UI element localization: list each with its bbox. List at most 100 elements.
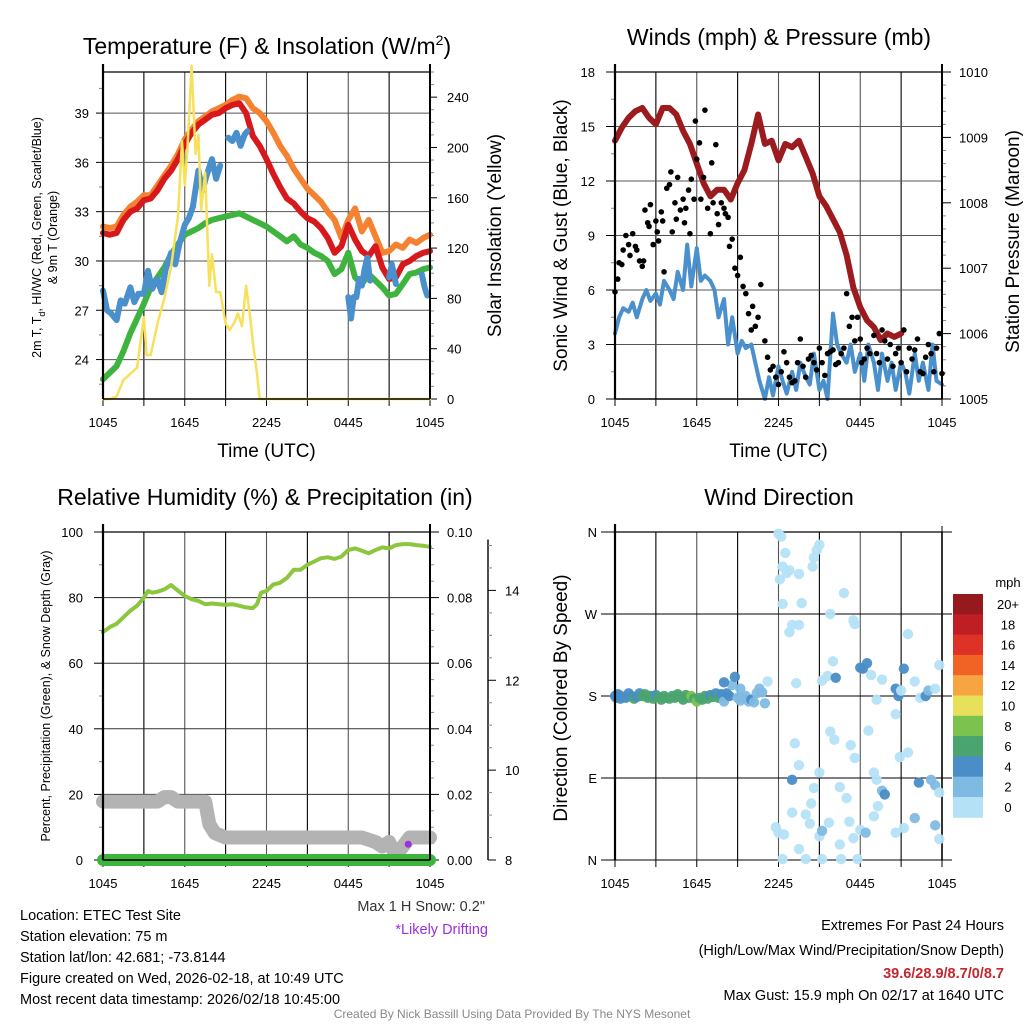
extremes-fields: (High/Low/Max Wind/Precipitation/Snow De… <box>698 942 1004 959</box>
gust-point <box>625 241 632 248</box>
colorbar-swatch <box>953 715 983 737</box>
y-axis-label: 2m T, Td, HI/WC (Red, Green, Scarlet/Blu… <box>30 117 47 358</box>
direction-point <box>838 587 850 599</box>
y2-tick-label: 120 <box>447 241 469 256</box>
gust-point <box>748 327 755 333</box>
y-tick-label: 60 <box>69 656 83 671</box>
y-axis-label: Percent, Precipitation (Green), & Snow D… <box>39 550 53 841</box>
direction-point <box>861 658 873 669</box>
y2-tick-label: 1006 <box>959 327 988 342</box>
direction-point <box>829 734 840 745</box>
y2-tick-label: 200 <box>447 140 469 155</box>
y-tick-label: 39 <box>75 106 89 121</box>
y2-tick-label: 40 <box>447 342 461 357</box>
direction-point <box>890 827 901 838</box>
gust-point <box>729 236 735 242</box>
x-tick-label: 0445 <box>334 876 363 891</box>
colorbar-label: 12 <box>1001 678 1015 693</box>
y2-tick-label: 1008 <box>959 196 988 211</box>
gust-point <box>914 336 921 342</box>
y-tick-label: 100 <box>61 525 83 540</box>
x-tick-label: 1645 <box>682 415 711 430</box>
y2-tick-label: 0.04 <box>447 722 472 737</box>
colorbar-title: mph <box>995 575 1020 590</box>
direction-point <box>830 672 841 683</box>
y2-tick-label: 160 <box>447 191 469 206</box>
y-axis-label: Direction (Colored By Speed) <box>551 574 572 821</box>
gust-point <box>794 359 801 366</box>
direction-point <box>834 839 846 850</box>
direction-point <box>762 676 773 687</box>
direction-point <box>786 774 798 786</box>
direction-point <box>735 683 746 694</box>
drifting-marker <box>404 840 412 848</box>
direction-point <box>796 597 807 609</box>
x-tick-label: 0445 <box>334 415 363 430</box>
direction-point <box>793 843 805 855</box>
gust-point <box>620 247 626 253</box>
colorbar-label: 6 <box>1004 739 1011 754</box>
direction-point <box>776 531 787 542</box>
direction-point <box>770 822 781 833</box>
gust-point <box>762 338 768 344</box>
gust-point <box>714 210 720 217</box>
gust-point <box>687 230 693 237</box>
direction-point <box>756 687 768 698</box>
gust-point <box>734 272 741 279</box>
colorbar-swatch <box>953 756 983 778</box>
y-tick-label: 12 <box>581 174 595 189</box>
gust-point <box>732 265 738 272</box>
y-tick-label: 40 <box>69 722 83 737</box>
gust-point <box>655 238 662 244</box>
y2-tick-label: 1005 <box>959 392 988 407</box>
direction-point <box>895 685 907 696</box>
gust-point <box>873 350 880 357</box>
direction-point <box>863 725 874 736</box>
y-tick-label: 0 <box>76 853 83 868</box>
colorbar-label: 20+ <box>997 597 1019 612</box>
colorbar-swatch <box>953 736 983 757</box>
direction-point <box>814 767 825 778</box>
gust-point <box>691 196 697 202</box>
gust-point <box>752 323 759 330</box>
colorbar-swatch <box>953 614 983 636</box>
gust-point <box>672 200 678 206</box>
direction-point <box>786 807 798 818</box>
gust-point <box>692 118 699 124</box>
gust-point <box>757 281 764 288</box>
direction-point <box>726 679 738 691</box>
direction-point <box>872 801 884 812</box>
direction-point <box>808 552 820 563</box>
gust-point <box>841 345 847 351</box>
direction-point <box>909 676 920 687</box>
gust-point <box>890 363 896 370</box>
direction-point <box>871 694 882 705</box>
y-tick-label: E <box>588 771 597 786</box>
gust-point <box>745 310 752 317</box>
x-tick-label: 2245 <box>764 415 793 430</box>
direction-point <box>789 738 801 749</box>
direction-point <box>929 683 941 694</box>
gust-point <box>627 252 633 259</box>
gust-point <box>802 374 809 381</box>
recent-data-text: Most recent data timestamp: 2026/02/18 1… <box>20 992 341 1008</box>
gust-point <box>911 347 918 353</box>
y2-tick-label: 0.08 <box>447 591 472 606</box>
station-info: Location: ETEC Test Site Station elevati… <box>20 906 344 1011</box>
gust-point <box>931 368 937 375</box>
series-sonic-wind <box>613 242 944 401</box>
y2-tick-label: 1009 <box>959 130 988 145</box>
x-tick-label: 0445 <box>846 415 875 430</box>
colorbar-swatch <box>953 594 983 615</box>
gust-point <box>781 348 787 355</box>
wdir-panel: 1045 1645 2245 0445 1045 N E S W N Wind Direction D… <box>551 484 1021 891</box>
direction-point <box>777 853 788 865</box>
y-tick-label: 33 <box>75 205 89 220</box>
max-gust-text: Max Gust: 15.9 mph On 02/17 at 1640 UTC <box>723 987 1004 1004</box>
gust-point <box>901 327 907 333</box>
gust-point <box>674 174 681 181</box>
colorbar-swatch <box>953 634 983 656</box>
colorbar-label: 2 <box>1004 780 1011 795</box>
gust-point <box>861 356 868 362</box>
x-tick-label: 1045 <box>416 876 445 891</box>
